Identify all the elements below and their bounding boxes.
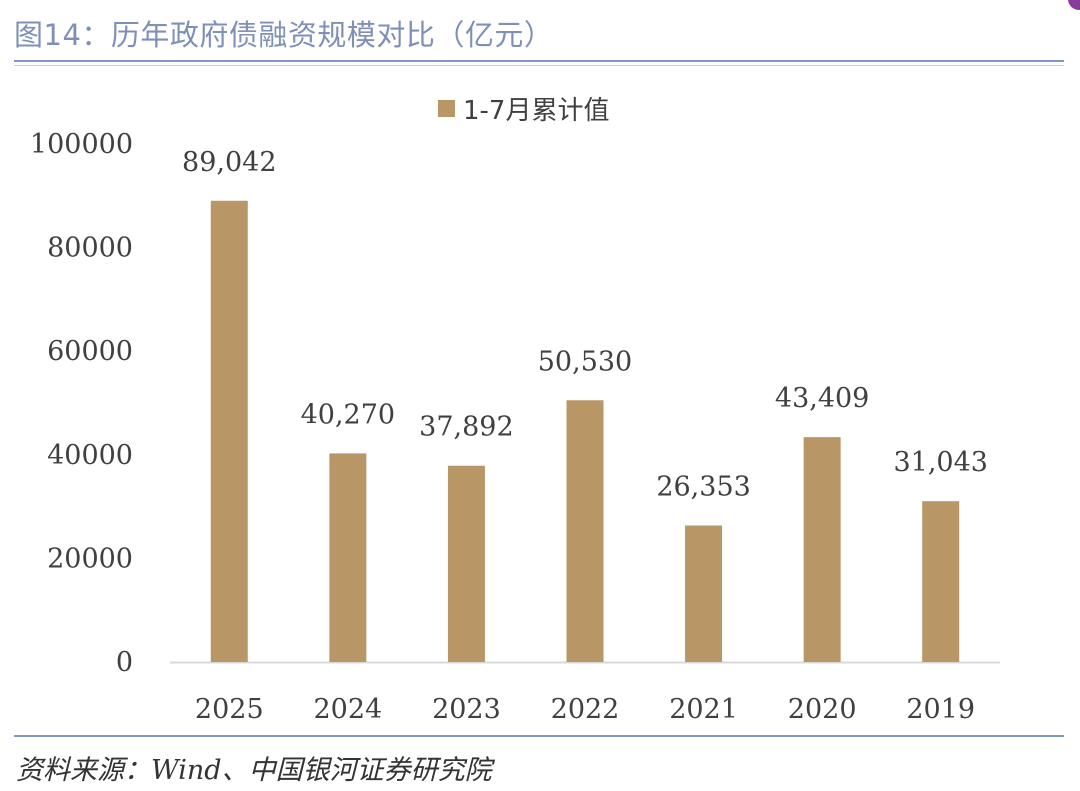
x-tick-label: 2025 [195, 694, 264, 725]
bar [566, 400, 604, 662]
legend-swatch [438, 100, 455, 117]
y-tick-label: 0 [116, 647, 133, 678]
x-tick-label: 2022 [551, 694, 620, 725]
chart-title: 图14：历年政府债融资规模对比（亿元） [14, 18, 554, 52]
data-label: 43,409 [775, 383, 869, 414]
data-label: 89,042 [182, 147, 276, 178]
y-tick-label: 80000 [47, 233, 133, 264]
x-tick-label: 2019 [906, 694, 975, 725]
title-divider-thin [14, 65, 1064, 66]
bar [210, 200, 248, 662]
x-tick-label: 2020 [788, 694, 857, 725]
legend: 1-7月累计值 [438, 96, 609, 126]
data-label: 31,043 [893, 447, 987, 478]
y-tick-label: 60000 [47, 336, 133, 367]
y-axis: 0 20000 40000 60000 80000 100000 [30, 129, 133, 678]
corner-badge [1068, 0, 1080, 10]
y-tick-label: 20000 [47, 543, 133, 574]
data-label: 50,530 [538, 346, 632, 377]
data-label: 26,353 [656, 471, 750, 502]
legend-label: 1-7月累计值 [463, 96, 609, 126]
bar [329, 453, 367, 662]
x-tick-label: 2024 [313, 694, 382, 725]
x-tick-label: 2021 [669, 694, 738, 725]
bar-chart: 1-7月累计值 0 20000 40000 60000 80000 100000 89,0… [30, 96, 1000, 725]
data-label: 37,892 [419, 412, 513, 443]
data-label: 40,270 [301, 399, 395, 430]
x-axis: 2025 2024 2023 2022 2021 2020 2019 [195, 694, 975, 725]
source-divider [14, 735, 1064, 737]
bars: 89,042 40,270 37,892 50,530 26,353 43,409 31,0… [182, 147, 988, 662]
source-note: 资料来源：Wind、中国银河证券研究院 [16, 755, 492, 786]
bar [447, 465, 485, 662]
x-tick-label: 2023 [432, 694, 501, 725]
y-tick-label: 100000 [30, 129, 133, 160]
y-tick-label: 40000 [47, 440, 133, 471]
bar [922, 501, 960, 662]
bar [685, 525, 723, 662]
bar [803, 437, 841, 662]
title-divider [14, 60, 1064, 62]
